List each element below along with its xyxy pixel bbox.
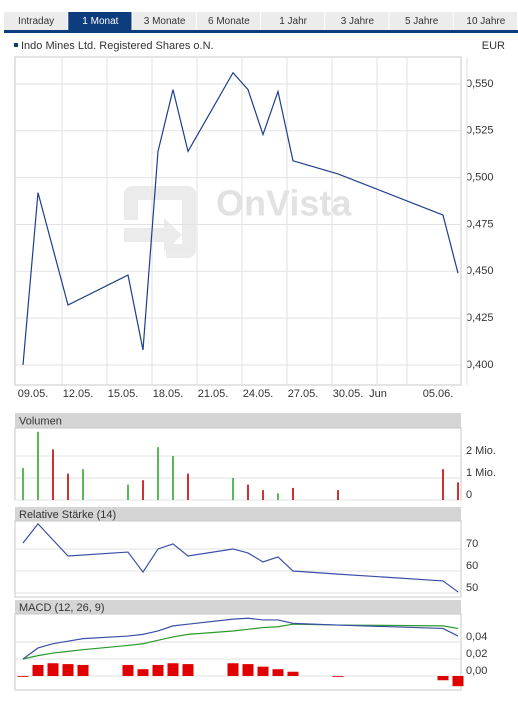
x-tick-label: Jun xyxy=(369,388,387,400)
bar xyxy=(32,664,44,676)
bar xyxy=(47,663,59,676)
title-marker xyxy=(14,43,18,47)
tab-label[interactable]: 1 Jahr xyxy=(279,16,307,27)
tab[interactable] xyxy=(196,12,260,30)
bar xyxy=(77,664,89,676)
x-tick-label: 12.05. xyxy=(63,388,94,400)
y-tick-label: 0,550 xyxy=(466,78,494,90)
tab-label[interactable]: 6 Monate xyxy=(208,16,250,27)
bar xyxy=(67,473,69,500)
bar xyxy=(457,482,459,500)
bar xyxy=(232,477,234,500)
x-tick-label: 27.05. xyxy=(288,388,319,400)
bar xyxy=(437,675,449,681)
line xyxy=(22,617,459,660)
bar xyxy=(287,671,299,676)
tab[interactable] xyxy=(389,12,453,30)
y-tick-label: 50 xyxy=(466,582,478,594)
bar xyxy=(37,431,39,500)
bar xyxy=(277,493,279,500)
bar xyxy=(442,469,444,500)
bar xyxy=(272,669,284,676)
panel-header xyxy=(15,600,461,614)
bar xyxy=(22,468,24,500)
tab[interactable] xyxy=(132,12,196,30)
plot-frame xyxy=(14,56,462,386)
tab-label[interactable]: 3 Jahre xyxy=(341,16,375,27)
tab[interactable] xyxy=(325,12,389,30)
bar xyxy=(172,455,174,500)
bar xyxy=(242,664,254,676)
y-tick-label: 0,425 xyxy=(466,312,494,324)
currency: EUR xyxy=(482,40,505,52)
x-tick-label: 15.05. xyxy=(108,388,139,400)
bar xyxy=(82,469,84,500)
bar xyxy=(187,473,189,500)
y-tick-label: 0,00 xyxy=(466,665,487,677)
tab-label[interactable]: 5 Jahre xyxy=(405,16,439,27)
x-tick-label: 30.05. xyxy=(333,388,364,400)
x-tick-label: 24.05. xyxy=(243,388,274,400)
y-tick-label: 0,400 xyxy=(466,359,494,371)
bar xyxy=(127,484,129,500)
bar xyxy=(152,664,164,676)
panel-title: Relative Stärke (14) xyxy=(19,509,116,521)
panel-header xyxy=(15,507,461,521)
y-tick-label: 0,450 xyxy=(466,265,494,277)
bar xyxy=(257,666,269,676)
tab[interactable] xyxy=(4,12,68,30)
tab-label[interactable]: 1 Monat xyxy=(82,16,118,27)
tab[interactable] xyxy=(453,12,517,30)
bar xyxy=(52,449,54,500)
y-tick-label: 2 Mio. xyxy=(466,445,496,457)
tab[interactable] xyxy=(261,12,325,30)
bar xyxy=(332,675,344,677)
tab-underline xyxy=(4,30,518,33)
x-tick-label: 05.06. xyxy=(423,388,454,400)
y-tick-label: 60 xyxy=(466,560,478,572)
y-tick-label: 0,475 xyxy=(466,218,494,230)
watermark: OnVista xyxy=(216,183,352,224)
bar xyxy=(137,669,149,676)
line xyxy=(22,71,459,366)
bar xyxy=(182,664,194,676)
bar xyxy=(122,664,134,676)
x-tick-label: 09.05. xyxy=(18,388,49,400)
plot-frame xyxy=(14,520,462,598)
bar xyxy=(247,484,249,500)
bar xyxy=(157,447,159,500)
bar xyxy=(167,663,179,676)
bar xyxy=(227,663,239,676)
bar xyxy=(142,480,144,500)
y-tick-label: 0,02 xyxy=(466,648,487,660)
y-tick-label: 70 xyxy=(466,538,478,550)
bar xyxy=(17,675,29,677)
panel-title: MACD (12, 26, 9) xyxy=(19,602,105,614)
x-tick-label: 21.05. xyxy=(198,388,229,400)
bar xyxy=(62,664,74,676)
panel-header xyxy=(15,413,461,428)
y-tick-label: 0,525 xyxy=(466,125,494,137)
y-tick-label: 0,500 xyxy=(466,172,494,184)
y-tick-label: 1 Mio. xyxy=(466,467,496,479)
chart-title: Indo Mines Ltd. Registered Shares o.N. xyxy=(21,40,214,52)
plot-frame xyxy=(14,613,462,691)
y-tick-label: 0 xyxy=(466,489,472,501)
line xyxy=(22,623,459,660)
line xyxy=(22,522,459,593)
bar xyxy=(262,490,264,500)
tab-label[interactable]: 10 Jahre xyxy=(466,16,505,27)
tab[interactable] xyxy=(68,12,132,30)
tab-label[interactable]: 3 Monate xyxy=(144,16,186,27)
x-tick-label: 18.05. xyxy=(153,388,184,400)
watermark-logo xyxy=(124,186,196,258)
tab-label[interactable]: Intraday xyxy=(18,16,54,27)
panel-title: Volumen xyxy=(19,415,62,427)
bar xyxy=(452,675,464,687)
bar xyxy=(337,490,339,500)
bar xyxy=(292,487,294,500)
y-tick-label: 0,04 xyxy=(466,631,487,643)
